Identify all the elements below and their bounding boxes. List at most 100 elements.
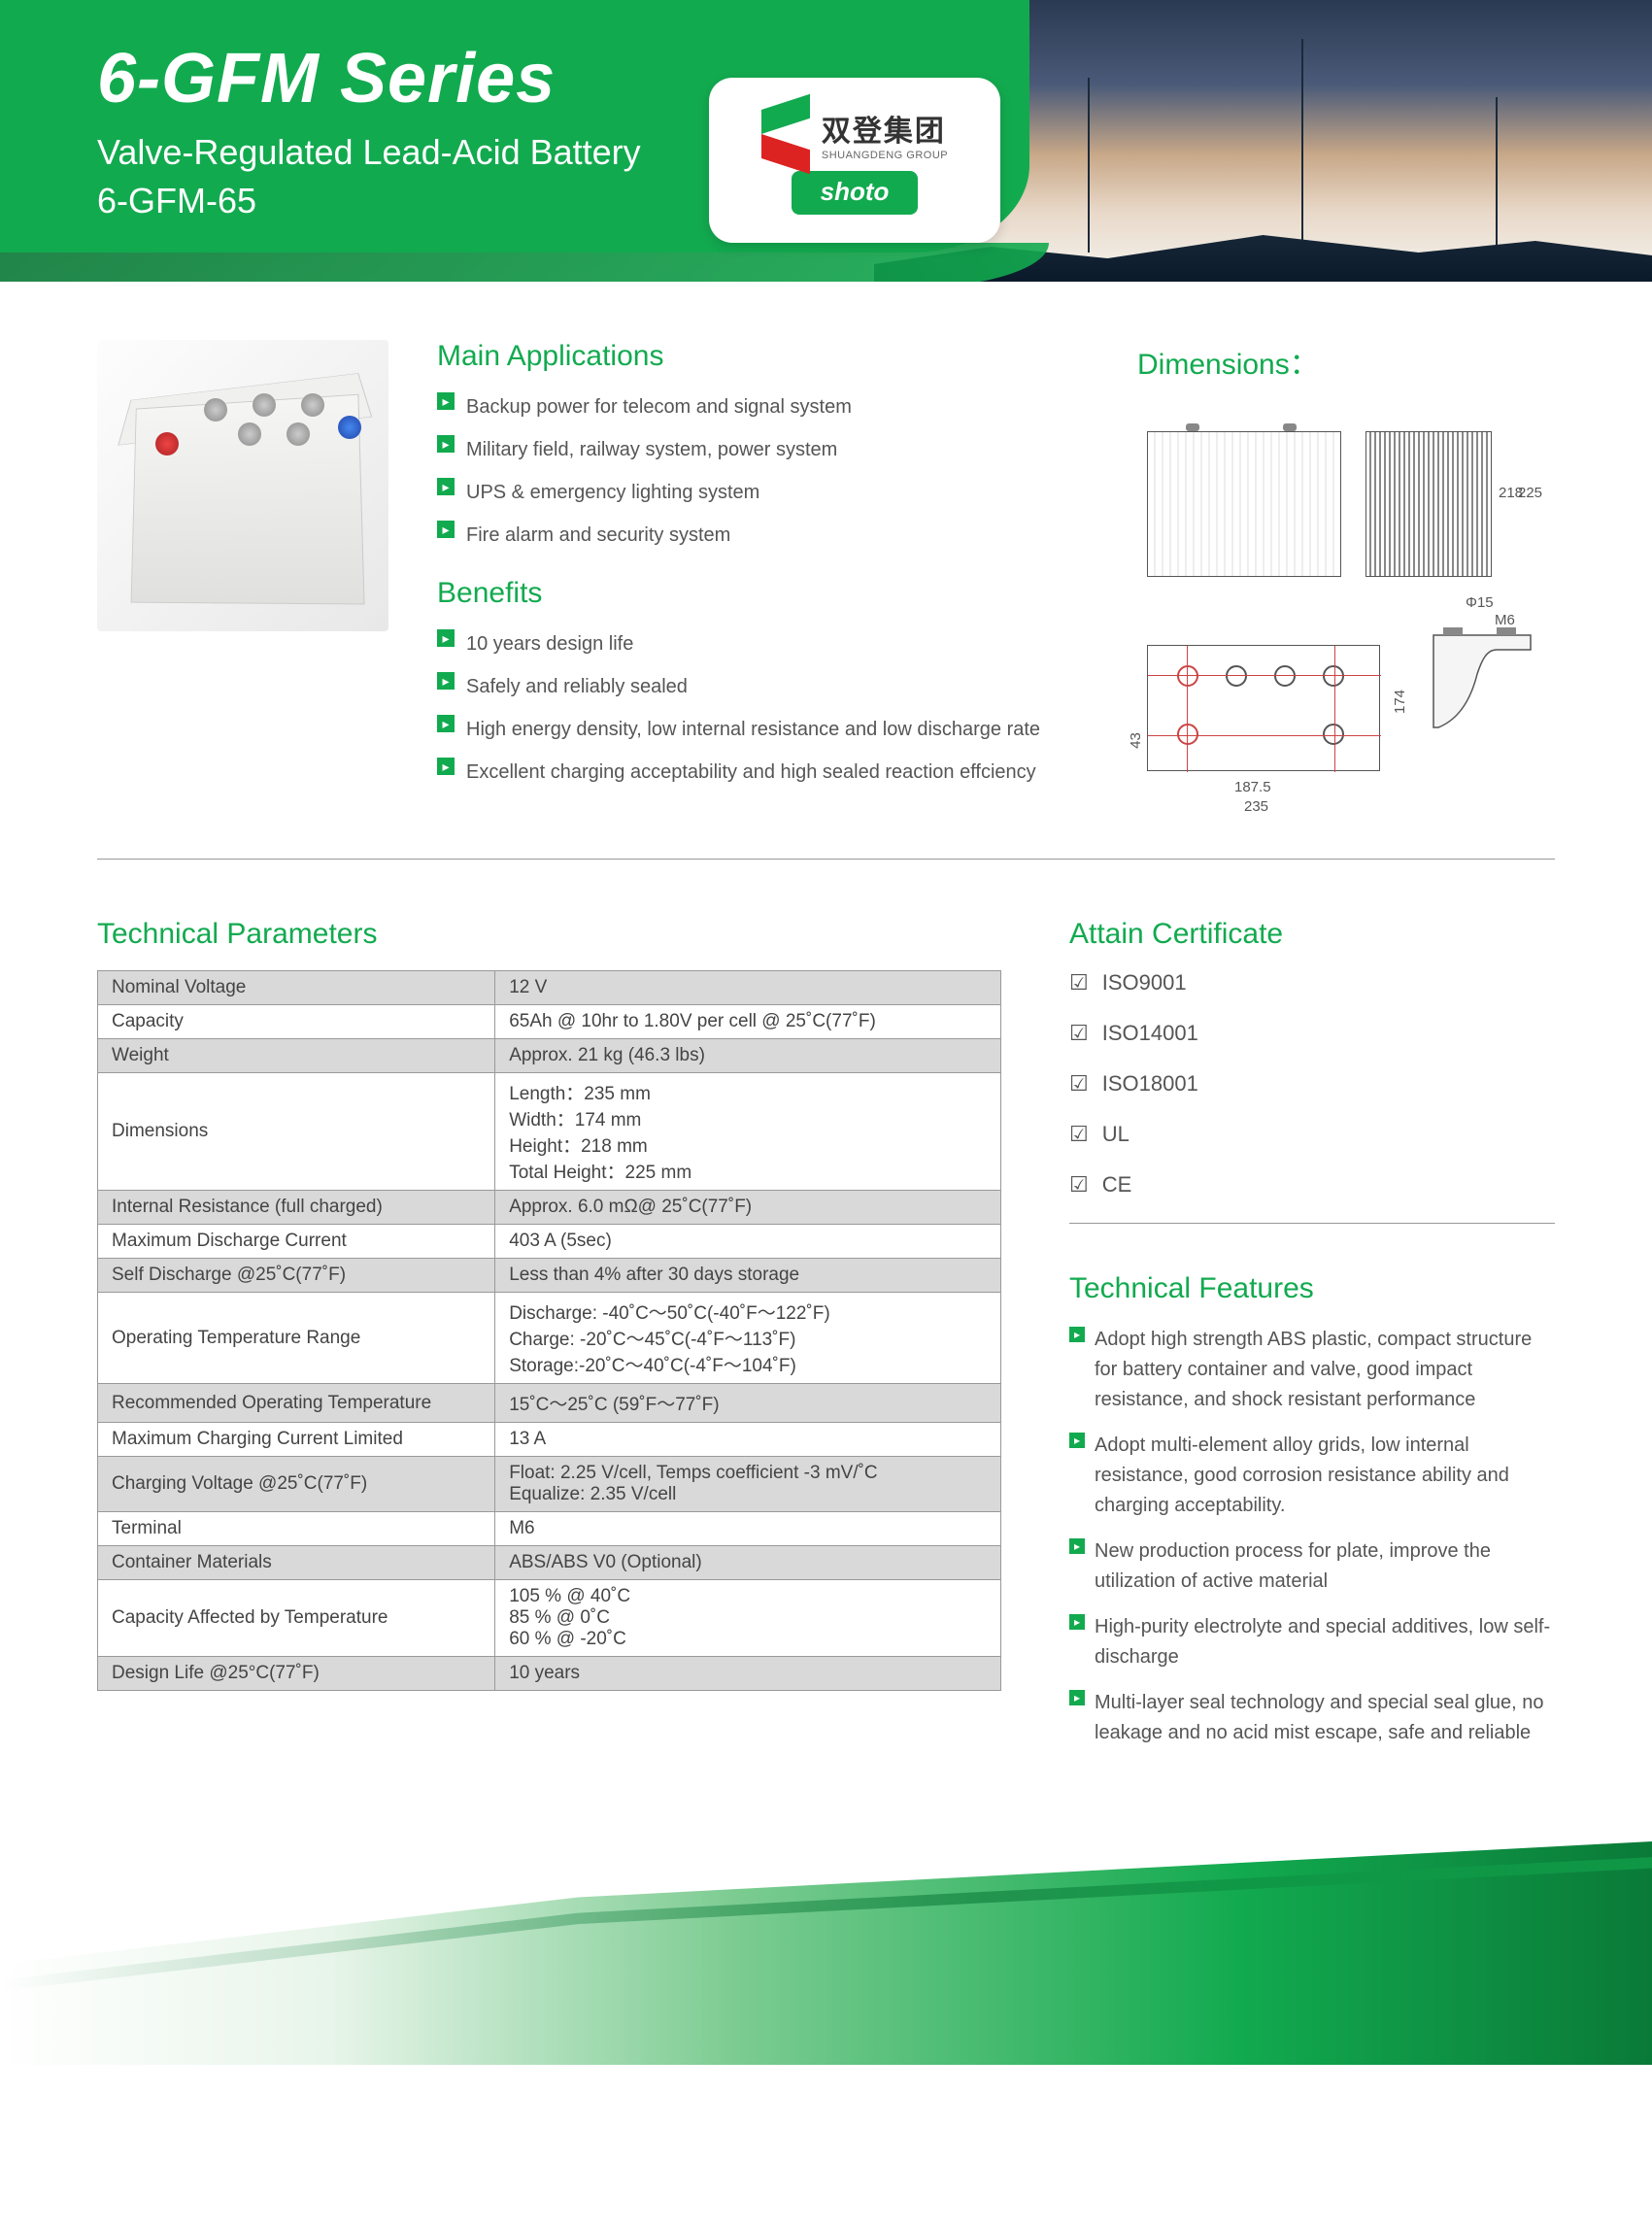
benefits-title: Benefits [437, 577, 1089, 610]
table-row: Container MaterialsABS/ABS V0 (Optional) [98, 1546, 1001, 1580]
tower-silhouette [1301, 39, 1303, 253]
param-value: Length：235 mm Width：174 mm Height：218 mm… [495, 1073, 1001, 1191]
param-key: Operating Temperature Range [98, 1293, 495, 1384]
feature-item: Multi-layer seal technology and special … [1069, 1688, 1555, 1748]
logo-brand: shoto [792, 171, 919, 215]
param-value: Float: 2.25 V/cell, Temps coefficient -3… [495, 1457, 1001, 1512]
title-block: 6-GFM Series Valve-Regulated Lead-Acid B… [97, 39, 641, 221]
terminal-grey [301, 393, 324, 417]
right-column: Attain Certificate ISO9001 ISO14001 ISO1… [1069, 918, 1555, 1764]
model-number: 6-GFM-65 [97, 181, 641, 221]
dim-top-view [1147, 645, 1380, 771]
param-key: Nominal Voltage [98, 971, 495, 1005]
param-value: Approx. 21 kg (46.3 lbs) [495, 1039, 1001, 1073]
param-key: Dimensions [98, 1073, 495, 1191]
dim-label-174: 174 [1392, 690, 1408, 714]
parameters-table: Nominal Voltage12 VCapacity65Ah @ 10hr t… [97, 970, 1001, 1691]
table-row: Nominal Voltage12 V [98, 971, 1001, 1005]
logo-english: SHUANGDENG GROUP [822, 150, 948, 161]
logo-top-row: 双登集团 SHUANGDENG GROUP [761, 107, 948, 161]
benefit-item: High energy density, low internal resist… [437, 715, 1089, 744]
param-value: 15˚C～25˚C (59˚F～77˚F) [495, 1384, 1001, 1423]
feature-item: New production process for plate, improv… [1069, 1536, 1555, 1597]
bottom-row: Technical Parameters Nominal Voltage12 V… [97, 918, 1555, 1764]
param-key: Internal Resistance (full charged) [98, 1191, 495, 1225]
feature-item: Adopt high strength ABS plastic, compact… [1069, 1325, 1555, 1415]
product-photo [97, 340, 388, 631]
logo-chinese: 双登集团 [822, 107, 948, 150]
dim-terminal [1283, 423, 1297, 431]
benefits-list: 10 years design life Safely and reliably… [437, 629, 1089, 787]
param-key: Recommended Operating Temperature [98, 1384, 495, 1423]
series-title: 6-GFM Series [97, 39, 641, 118]
table-row: Self Discharge @25˚C(77˚F)Less than 4% a… [98, 1259, 1001, 1293]
logo-mark-icon [761, 110, 810, 158]
param-value: Approx. 6.0 mΩ@ 25˚C(77˚F) [495, 1191, 1001, 1225]
feature-item: Adopt multi-element alloy grids, low int… [1069, 1431, 1555, 1521]
dimensions-title: Dimensions： [1137, 340, 1555, 383]
table-row: Capacity65Ah @ 10hr to 1.80V per cell @ … [98, 1005, 1001, 1039]
certificate-item: CE [1069, 1172, 1555, 1198]
dim-side-view [1365, 431, 1492, 577]
table-row: DimensionsLength：235 mm Width：174 mm Hei… [98, 1073, 1001, 1191]
terminal-grey [204, 398, 227, 422]
param-value: 12 V [495, 971, 1001, 1005]
certificate-item: ISO18001 [1069, 1071, 1555, 1097]
benefit-item: 10 years design life [437, 629, 1089, 658]
terminal-blue [338, 416, 361, 439]
dim-front-view [1147, 431, 1341, 577]
param-value: Discharge: -40˚C～50˚C(-40˚F～122˚F) Charg… [495, 1293, 1001, 1384]
dim-label-phi15: Φ15 [1466, 594, 1494, 611]
terminal-red [155, 432, 179, 456]
terminal-grey [253, 393, 276, 417]
table-row: Capacity Affected by Temperature105 % @ … [98, 1580, 1001, 1657]
table-row: Maximum Discharge Current403 A (5sec) [98, 1225, 1001, 1259]
dim-terminal-detail [1429, 625, 1535, 732]
certificate-item: UL [1069, 1122, 1555, 1147]
terminal-grey [238, 422, 261, 446]
top-row: Main Applications Backup power for telec… [97, 340, 1555, 829]
param-key: Weight [98, 1039, 495, 1073]
applications-list: Backup power for telecom and signal syst… [437, 392, 1089, 550]
table-row: Recommended Operating Temperature15˚C～25… [98, 1384, 1001, 1423]
param-key: Container Materials [98, 1546, 495, 1580]
dim-label-225: 225 [1518, 485, 1542, 501]
param-key: Capacity [98, 1005, 495, 1039]
application-item: Military field, railway system, power sy… [437, 435, 1089, 464]
features-title: Technical Features [1069, 1272, 1555, 1305]
param-key: Maximum Discharge Current [98, 1225, 495, 1259]
apps-benefits-column: Main Applications Backup power for telec… [437, 340, 1089, 829]
header: 6-GFM Series Valve-Regulated Lead-Acid B… [0, 0, 1652, 282]
param-value: 403 A (5sec) [495, 1225, 1001, 1259]
param-key: Capacity Affected by Temperature [98, 1580, 495, 1657]
application-item: UPS & emergency lighting system [437, 478, 1089, 507]
param-value: 105 % @ 40˚C 85 % @ 0˚C 60 % @ -20˚C [495, 1580, 1001, 1657]
param-value: 10 years [495, 1657, 1001, 1691]
table-row: Internal Resistance (full charged)Approx… [98, 1191, 1001, 1225]
param-value: 13 A [495, 1423, 1001, 1457]
param-key: Charging Voltage @25˚C(77˚F) [98, 1457, 495, 1512]
table-row: Operating Temperature RangeDischarge: -4… [98, 1293, 1001, 1384]
table-row: TerminalM6 [98, 1512, 1001, 1546]
dimensions-column: Dimensions： 218 225 Φ15 M6 [1137, 340, 1555, 829]
dim-terminal [1186, 423, 1199, 431]
application-item: Backup power for telecom and signal syst… [437, 392, 1089, 422]
param-key: Self Discharge @25˚C(77˚F) [98, 1259, 495, 1293]
dimensions-diagram: 218 225 Φ15 M6 [1137, 402, 1555, 829]
param-value: Less than 4% after 30 days storage [495, 1259, 1001, 1293]
feature-item: High-purity electrolyte and special addi… [1069, 1612, 1555, 1672]
table-row: Charging Voltage @25˚C(77˚F)Float: 2.25 … [98, 1457, 1001, 1512]
dim-label-235: 235 [1244, 798, 1268, 815]
benefit-item: Safely and reliably sealed [437, 672, 1089, 701]
features-list: Adopt high strength ABS plastic, compact… [1069, 1325, 1555, 1748]
param-key: Design Life @25°C(77˚F) [98, 1657, 495, 1691]
content-area: Main Applications Backup power for telec… [0, 282, 1652, 1803]
logo-badge: 双登集团 SHUANGDENG GROUP shoto [709, 78, 1000, 243]
terminal-grey [287, 422, 310, 446]
certificate-item: ISO9001 [1069, 970, 1555, 995]
param-key: Maximum Charging Current Limited [98, 1423, 495, 1457]
applications-title: Main Applications [437, 340, 1089, 373]
certificate-item: ISO14001 [1069, 1021, 1555, 1046]
parameters-column: Technical Parameters Nominal Voltage12 V… [97, 918, 1001, 1691]
param-value: M6 [495, 1512, 1001, 1546]
